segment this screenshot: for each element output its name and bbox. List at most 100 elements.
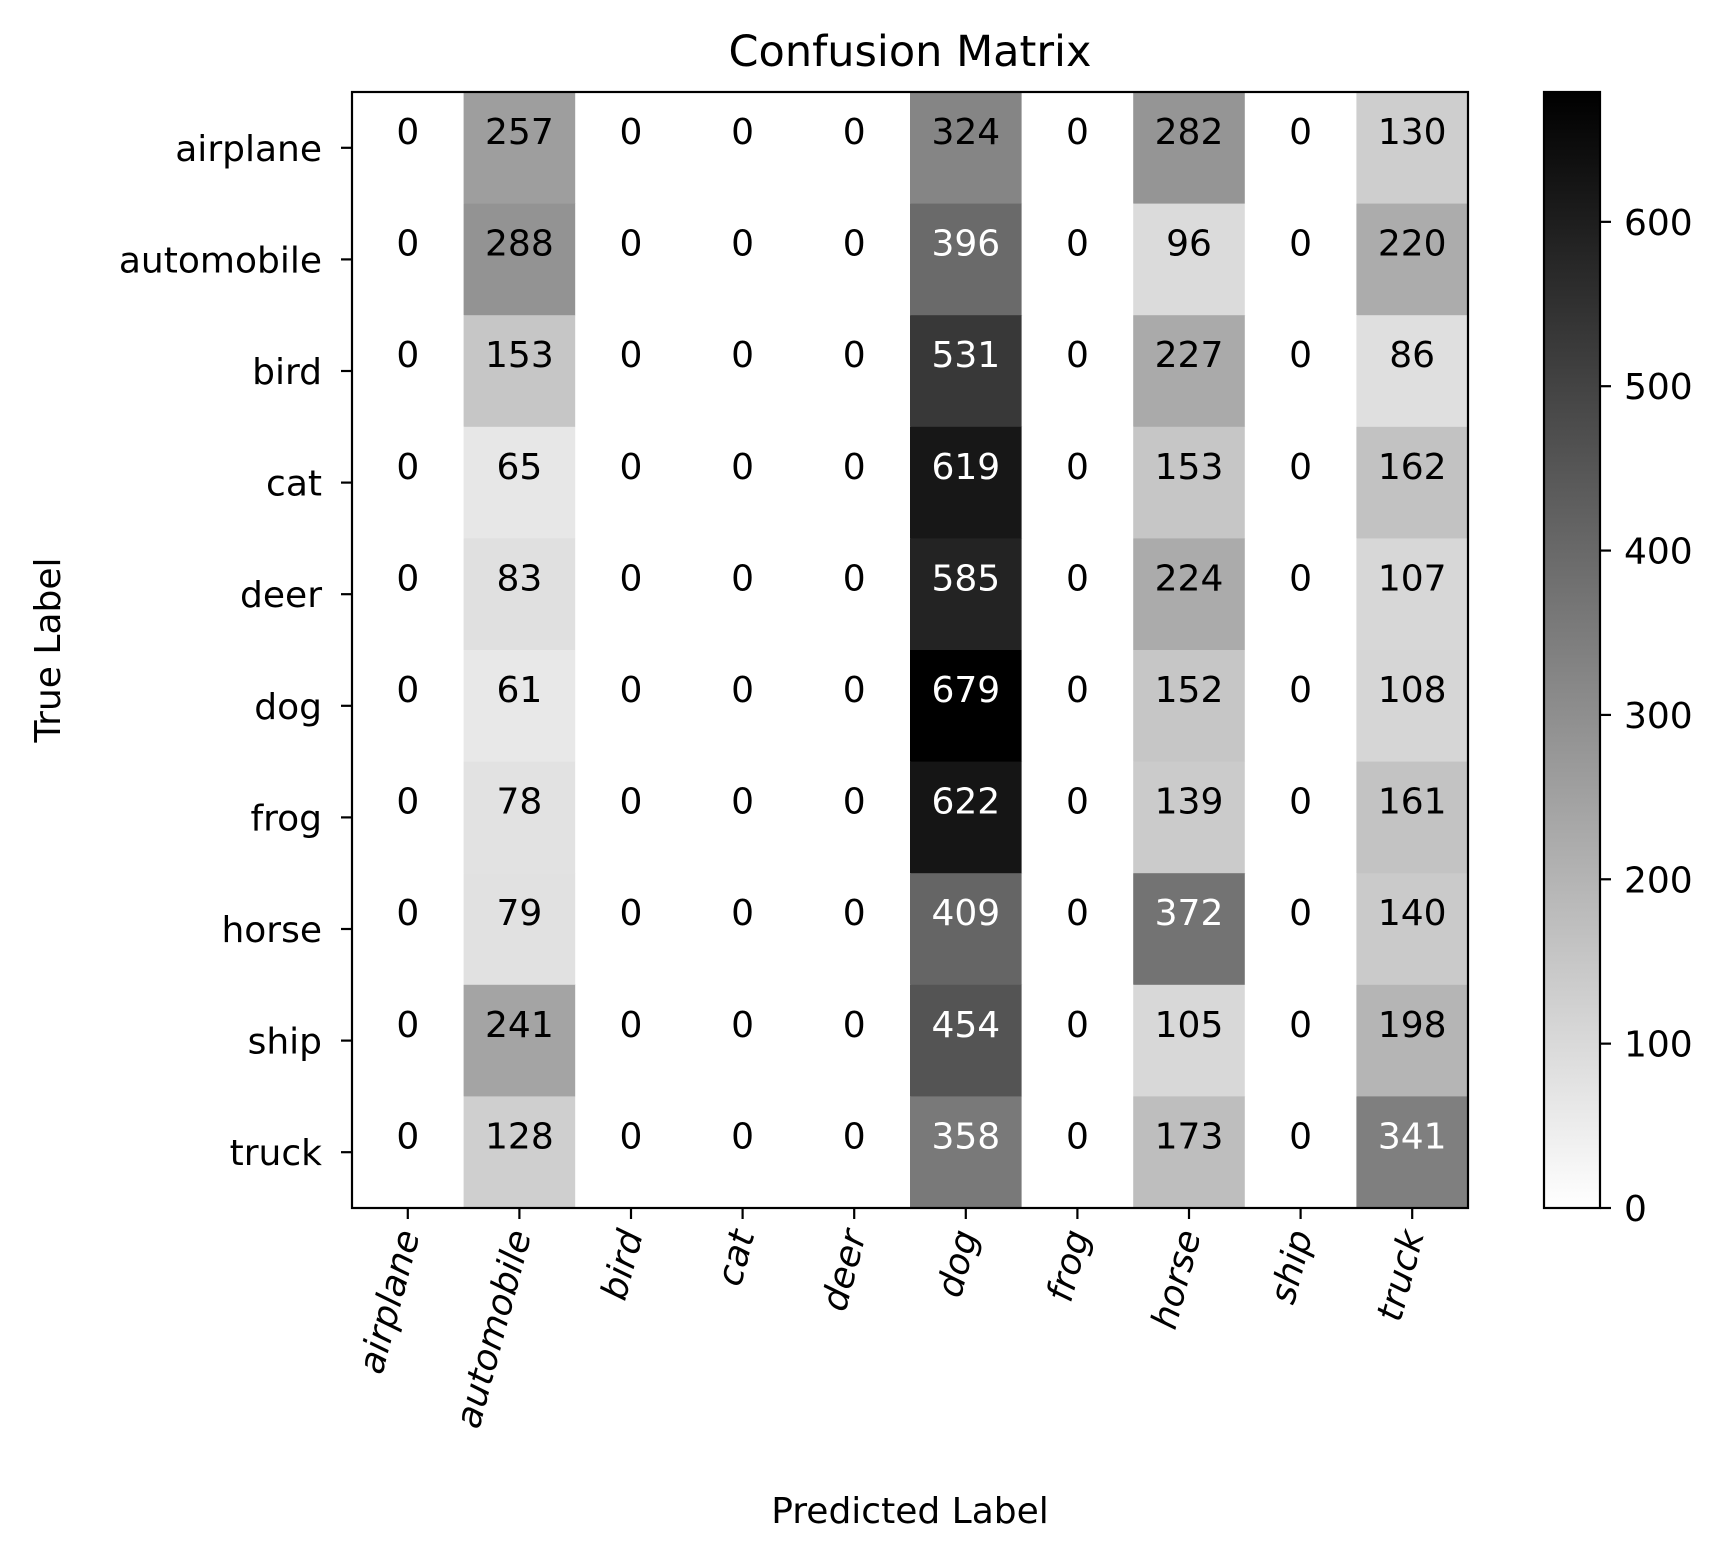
cell-value-label: 220	[1378, 224, 1447, 265]
colorbar-tick-label: 0	[1624, 1189, 1647, 1230]
heatmap-cell	[1244, 203, 1357, 316]
x-axis-label: Predicted Label	[771, 1491, 1049, 1532]
heatmap-cell	[575, 1096, 688, 1209]
cell-value-label: 61	[496, 670, 542, 711]
heatmap-cell	[1356, 203, 1469, 316]
heatmap-cell	[910, 1096, 1023, 1209]
cell-value-label: 0	[1289, 558, 1312, 599]
heatmap-cell	[1244, 315, 1357, 428]
cell-value-label: 0	[1289, 670, 1312, 711]
heatmap-cell	[352, 761, 465, 874]
heatmap-cell	[575, 984, 688, 1097]
cell-value-label: 0	[396, 1116, 419, 1157]
heatmap-cell	[575, 203, 688, 316]
cell-value-label: 358	[931, 1116, 1000, 1157]
heatmap-cell	[798, 1096, 911, 1209]
heatmap-cell	[1133, 315, 1246, 428]
heatmap-cell	[1356, 873, 1469, 986]
cell-value-label: 173	[1155, 1116, 1224, 1157]
heatmap-cell	[1356, 650, 1469, 763]
heatmap-cell	[463, 873, 576, 986]
cell-value-label: 0	[1289, 335, 1312, 376]
heatmap-cell	[1356, 984, 1469, 1097]
heatmap-cell	[1356, 1096, 1469, 1209]
heatmap-cell	[352, 315, 465, 428]
heatmap-cell	[686, 761, 799, 874]
heatmap-cell	[910, 761, 1023, 874]
cell-value-label: 0	[396, 558, 419, 599]
y-tick-label: ship	[248, 1022, 322, 1063]
heatmap-cell	[1133, 92, 1246, 205]
cell-value-label: 0	[731, 670, 754, 711]
cell-value-label: 83	[496, 558, 542, 599]
cell-value-label: 0	[1289, 447, 1312, 488]
cell-value-label: 224	[1155, 558, 1224, 599]
heatmap-cell	[910, 92, 1023, 205]
heatmap-cell	[910, 984, 1023, 1097]
heatmap-cell	[352, 426, 465, 539]
heatmap-cell	[1021, 315, 1134, 428]
cell-value-label: 0	[620, 1116, 643, 1157]
heatmap-cell	[352, 873, 465, 986]
cell-value-label: 0	[843, 1005, 866, 1046]
cell-value-label: 0	[1066, 112, 1089, 153]
heatmap-cell	[1356, 426, 1469, 539]
cell-value-label: 0	[620, 893, 643, 934]
heatmap-cell	[1133, 984, 1246, 1097]
heatmap-cell	[575, 92, 688, 205]
x-tick-label: truck	[1369, 1224, 1433, 1326]
cell-value-label: 161	[1378, 782, 1447, 823]
cell-value-label: 288	[485, 224, 554, 265]
cell-value-label: 0	[1066, 558, 1089, 599]
heatmap-cell	[463, 315, 576, 428]
heatmap-cell	[463, 426, 576, 539]
heatmap-cell	[910, 315, 1023, 428]
colorbar-tick-label: 400	[1624, 532, 1693, 573]
cell-value-label: 0	[1066, 447, 1089, 488]
heatmap-cell	[575, 873, 688, 986]
cell-value-label: 0	[843, 112, 866, 153]
cell-value-label: 0	[620, 447, 643, 488]
heatmap-cell	[686, 1096, 799, 1209]
heatmap-cell	[463, 984, 576, 1097]
heatmap-cell	[463, 92, 576, 205]
heatmap-cell	[1133, 650, 1246, 763]
heatmap-cells	[352, 92, 1469, 1209]
y-tick-label: horse	[221, 910, 322, 951]
cell-value-label: 139	[1155, 782, 1224, 823]
heatmap-cell	[575, 315, 688, 428]
colorbar-tick-label: 100	[1624, 1025, 1693, 1066]
cell-value-label: 0	[1066, 1116, 1089, 1157]
heatmap-cell	[1021, 650, 1134, 763]
x-tick-label: deer	[814, 1224, 875, 1316]
cell-value-label: 409	[931, 893, 1000, 934]
cell-value-label: 0	[1289, 782, 1312, 823]
cell-value-label: 227	[1155, 335, 1224, 376]
cell-value-label: 531	[931, 335, 1000, 376]
y-tick-label: frog	[250, 798, 322, 839]
cell-value-label: 105	[1155, 1005, 1224, 1046]
cell-value-label: 0	[620, 335, 643, 376]
heatmap-cell	[1244, 761, 1357, 874]
cell-value-label: 372	[1155, 893, 1224, 934]
cell-value-label: 0	[731, 1116, 754, 1157]
heatmap-cell	[575, 426, 688, 539]
heatmap-cell	[910, 203, 1023, 316]
heatmap-cell	[1244, 650, 1357, 763]
x-tick-label: bird	[594, 1225, 652, 1305]
heatmap-cell	[1244, 92, 1357, 205]
cell-value-label: 0	[396, 112, 419, 153]
cell-value-label: 0	[1289, 893, 1312, 934]
heatmap-cell	[798, 203, 911, 316]
heatmap-cell	[463, 538, 576, 651]
colorbar	[1544, 92, 1600, 1208]
heatmap-cell	[463, 1096, 576, 1209]
cell-value-label: 0	[1066, 1005, 1089, 1046]
cell-value-label: 0	[620, 224, 643, 265]
heatmap-cell	[463, 650, 576, 763]
cell-value-label: 0	[731, 782, 754, 823]
cell-value-label: 396	[931, 224, 1000, 265]
cell-value-label: 0	[1066, 782, 1089, 823]
